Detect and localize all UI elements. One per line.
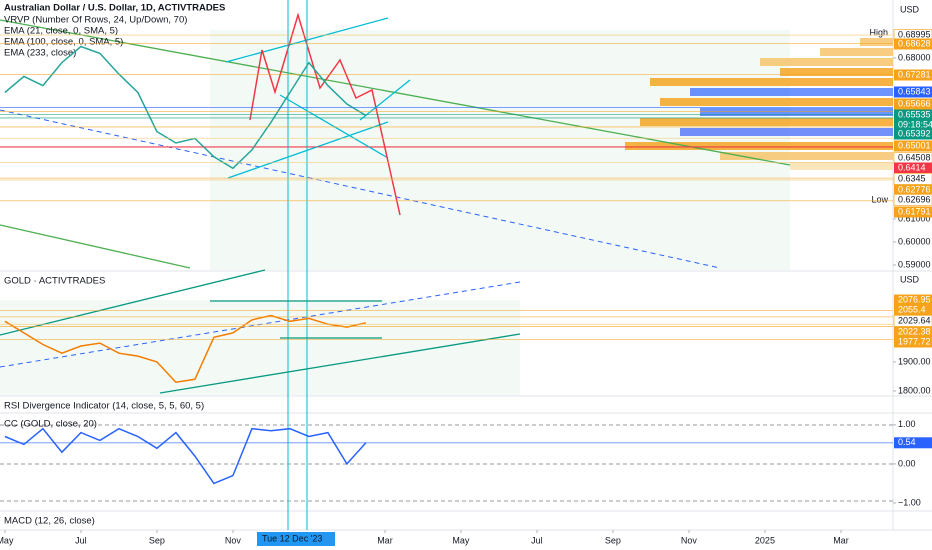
y-tick-label: 0.60000 — [898, 236, 931, 246]
price-tag-box — [893, 194, 932, 206]
price-tag: 0.62696 — [898, 194, 931, 204]
symbol-title: Australian Dollar / U.S. Dollar, 1D, ACT… — [4, 3, 225, 14]
price-tag-box — [894, 326, 932, 338]
high-label: High — [869, 27, 888, 37]
pane-title: RSI Divergence Indicator (14, close, 5, … — [4, 401, 204, 412]
price-tag-box — [894, 162, 932, 174]
x-tick-label: Nov — [225, 535, 242, 545]
x-tick-label: Mar — [833, 535, 849, 545]
price-tag: 0.68628 — [898, 38, 931, 48]
pane-title: MACD (12, 26, close) — [4, 516, 95, 527]
indicator-legend: EMA (21, close, 0, SMA, 5) — [4, 26, 118, 37]
countdown: 09:18:54 — [898, 119, 932, 129]
price-tag-box — [894, 184, 932, 196]
price-tag: 2029.64 — [898, 315, 931, 325]
x-tick-label: Jul — [75, 535, 87, 545]
price-tag: 2076.95 — [898, 294, 931, 304]
price-tag-box — [894, 38, 932, 50]
price-tag: 0.61791 — [898, 206, 931, 216]
price-tag: 0.6414 — [898, 162, 926, 172]
price-tag: 0.62776 — [898, 184, 931, 194]
crosshair-label: Tue 12 Dec '23 — [262, 533, 322, 543]
price-tag: 2022.38 — [898, 326, 931, 336]
y-tick-label: 0.68000 — [898, 52, 931, 62]
price-tag-box — [894, 294, 932, 306]
price-tag: 2055.4 — [898, 304, 926, 314]
price-tag-box — [894, 437, 932, 449]
x-tick-label: Sep — [605, 535, 621, 545]
price-tag-box — [894, 109, 932, 121]
price-tag-box — [894, 140, 932, 152]
price-tag: 0.54 — [898, 437, 916, 447]
price-tag: 0.65666 — [898, 98, 931, 108]
x-tick-label: Mar — [377, 535, 393, 545]
x-tick-label: May — [0, 535, 14, 545]
y-tick-label: −1.00 — [898, 497, 921, 507]
indicator-legend: EMA (233, close) — [4, 48, 76, 59]
price-tag-box — [894, 86, 932, 98]
pane-title: CC (GOLD, close, 20) — [4, 419, 97, 430]
price-tag: 0.65392 — [898, 128, 931, 138]
price-tag-box — [894, 128, 932, 140]
x-tick-label: Sep — [149, 535, 165, 545]
x-tick-label: Nov — [681, 535, 698, 545]
price-tag: 0.65843 — [898, 86, 931, 96]
crosshair-box — [257, 532, 335, 546]
indicator-legend: EMA (100, close, 0, SMA, 5) — [4, 37, 123, 48]
price-tag-box — [894, 336, 932, 348]
price-tag-box — [894, 304, 932, 316]
price-line — [4, 314, 367, 384]
y-tick-label: 1.00 — [898, 419, 916, 429]
currency-label: USD — [900, 4, 920, 14]
x-tick-label: 2025 — [755, 535, 775, 545]
y-tick-label: 0.00 — [898, 458, 916, 468]
price-tag: 0.68995 — [898, 29, 931, 39]
x-tick-label: May — [452, 535, 470, 545]
currency-label: USD — [900, 274, 920, 284]
price-tag: 0.64508 — [898, 152, 931, 162]
y-tick-label: 1900.00 — [898, 356, 931, 366]
low-label: Low — [871, 194, 888, 204]
price-tag-box — [894, 69, 932, 81]
y-tick-label: 1800.00 — [898, 385, 931, 395]
price-tag: 0.65001 — [898, 140, 931, 150]
y-tick-label: 0.59000 — [898, 259, 931, 269]
price-line — [4, 45, 367, 170]
price-tag-box — [894, 98, 932, 110]
price-tag-box — [894, 206, 932, 218]
shade — [0, 300, 520, 395]
price-tag: 1977.72 — [898, 336, 931, 346]
countdown-box — [894, 120, 932, 130]
y-tick-label: 0.61000 — [898, 213, 931, 223]
price-tag: 0.65535 — [898, 109, 931, 119]
indicator-legend: VRVP (Number Of Rows, 24, Up/Down, 70) — [4, 15, 187, 26]
pane-title: GOLD · ACTIVTRADES — [4, 276, 105, 287]
price-tags: 0.54 — [0, 437, 932, 449]
price-tag: 0.6345 — [898, 173, 926, 183]
price-tag: 0.67281 — [898, 69, 931, 79]
x-tick-label: Jul — [531, 535, 543, 545]
price-line — [4, 427, 367, 485]
